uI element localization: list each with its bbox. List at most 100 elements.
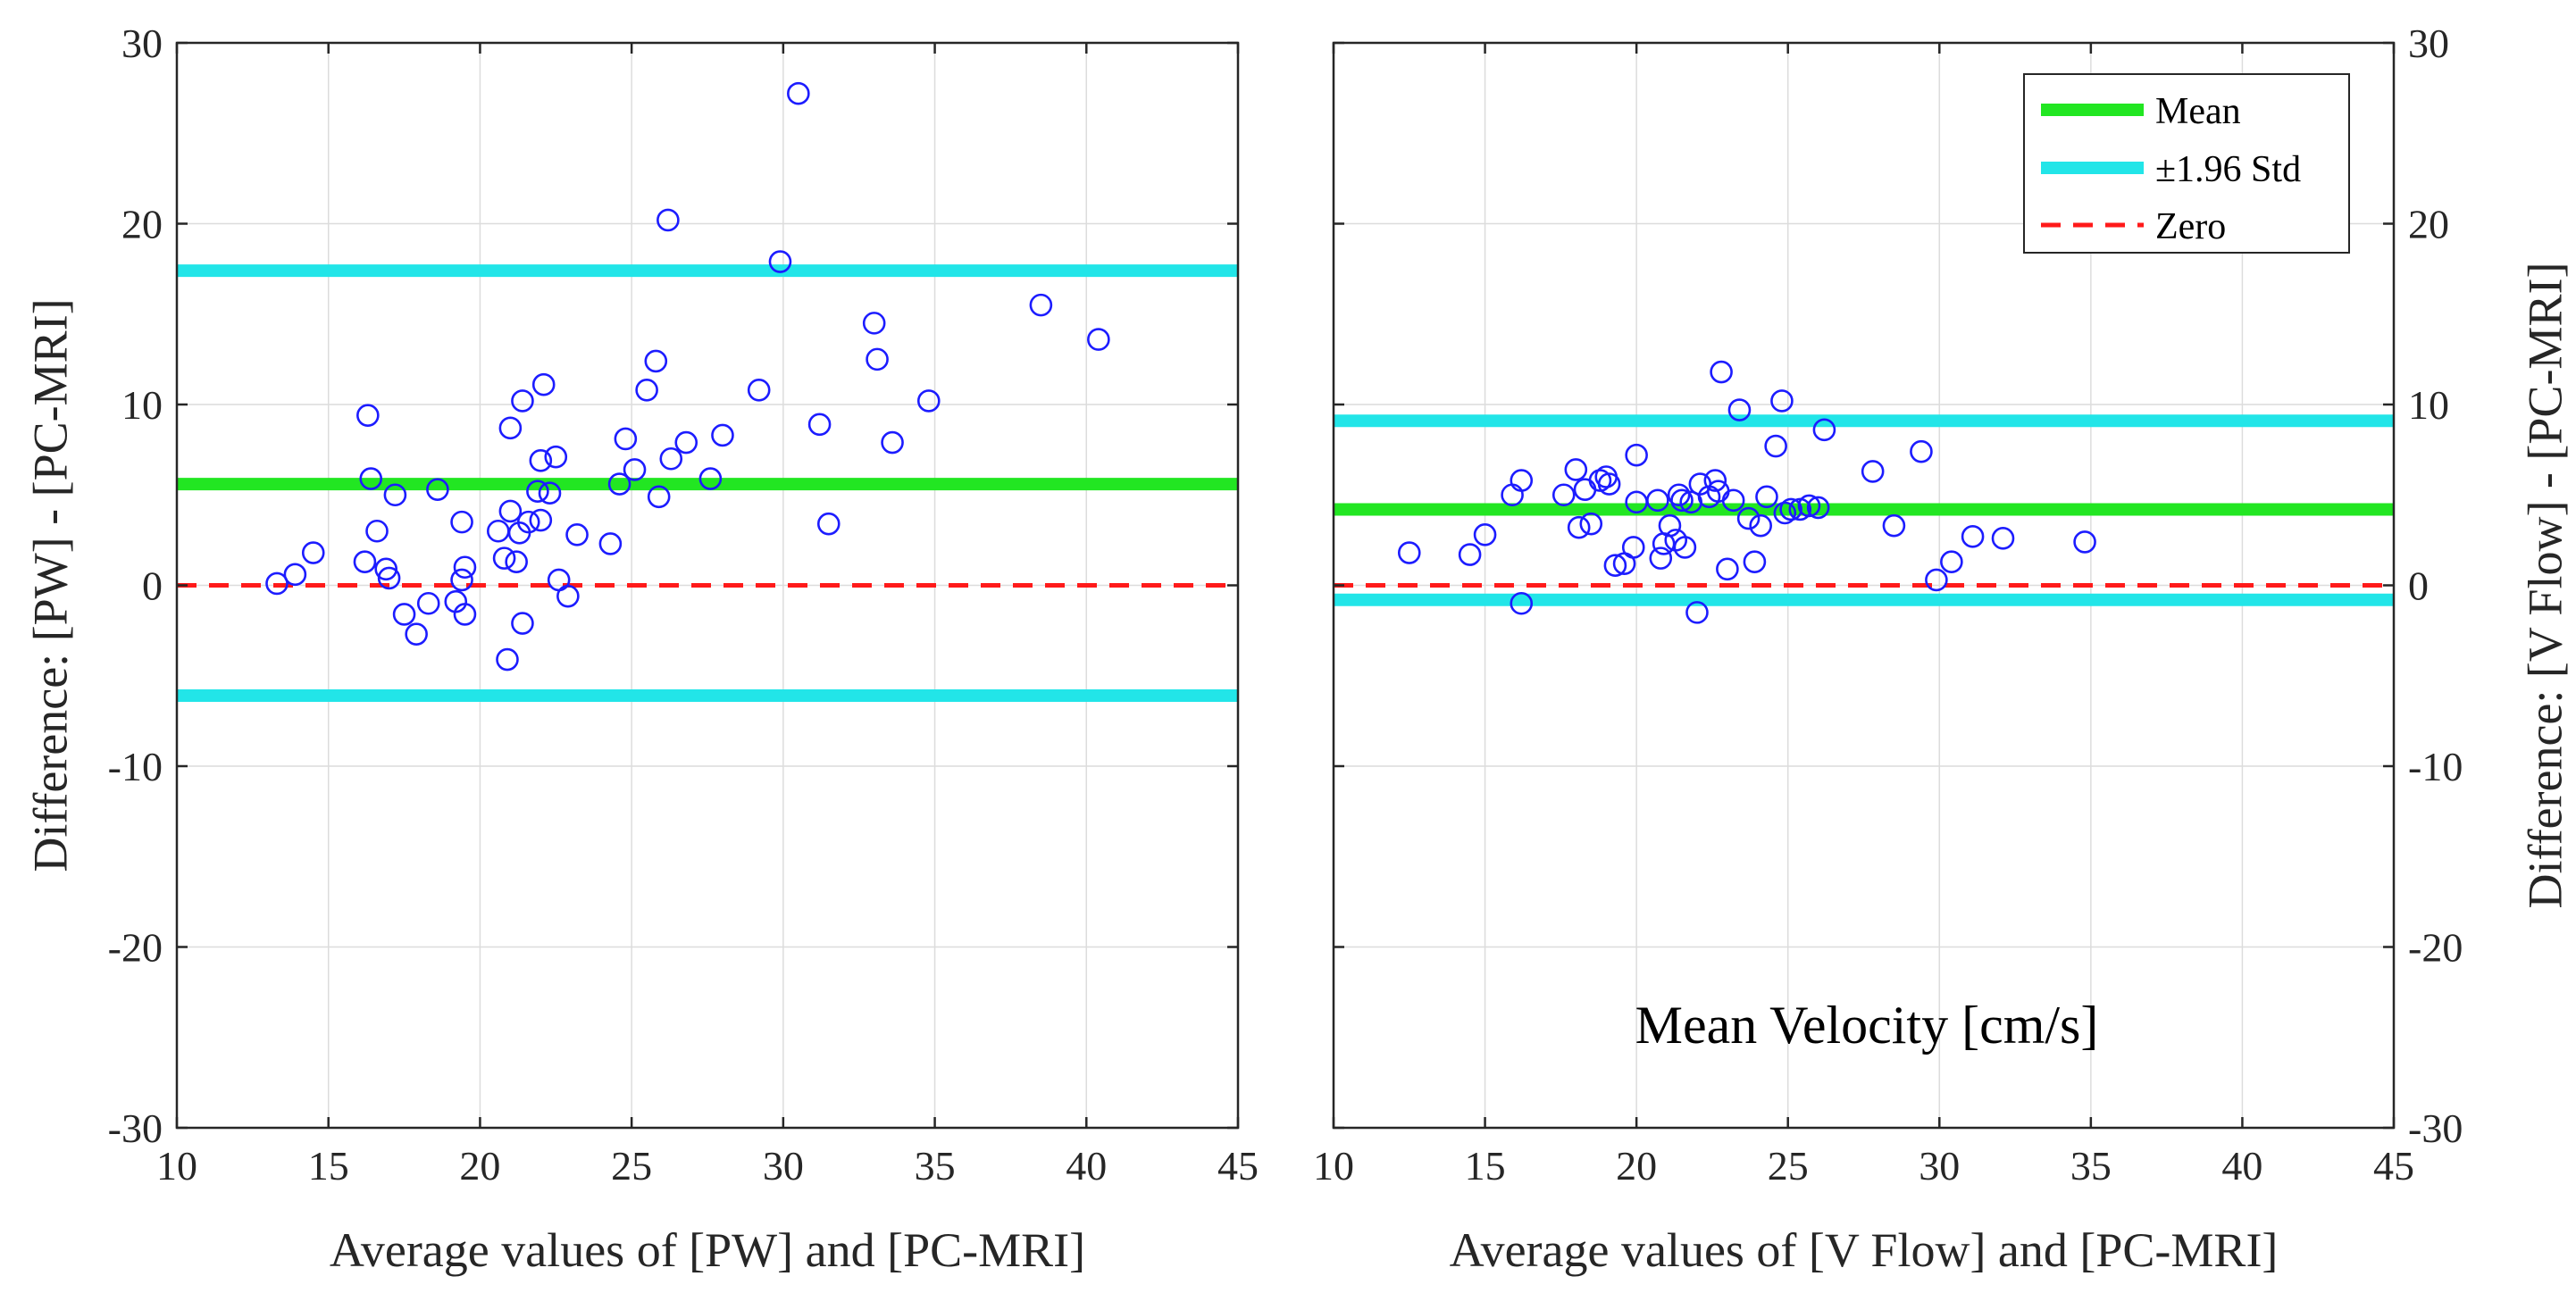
data-point [301,541,325,564]
data-point [383,483,407,507]
data-point [1755,485,1778,509]
x-tick-label: 10 [1313,1143,1354,1189]
data-point [1861,460,1885,483]
y-tick-label: 20 [2408,202,2449,247]
data-point [1510,591,1534,615]
data-point [498,416,523,440]
data-point [516,510,540,534]
y-tick-label: 0 [2408,563,2429,609]
data-point [1658,513,1682,538]
data-point [416,591,440,615]
data-point [698,467,723,490]
data-point [1716,557,1739,581]
data-point [1567,515,1591,539]
data-point [644,349,668,373]
data-point [505,550,528,573]
y-tick-label: -30 [2408,1105,2463,1151]
data-point [1667,483,1691,507]
y-axis-label: Difference: [PW] - [PC-MRI] [23,298,77,872]
data-point [1812,418,1836,442]
x-axis-label: Average values of [V Flow] and [PC-MRI] [1450,1223,2279,1277]
y-axis-label: Difference: [V Flow] - [PC-MRI] [2518,263,2572,909]
data-point [1925,568,1948,592]
data-point [1685,601,1709,624]
data-point [453,555,477,580]
data-point [1579,512,1603,536]
data-point [1940,550,1963,573]
data-point [1673,536,1697,559]
data-point [359,467,383,490]
data-point [1473,522,1497,546]
data-point [511,612,534,635]
y-tick-label: 30 [121,21,163,66]
data-point [1551,483,1576,507]
data-point [1564,458,1588,481]
x-tick-label: 25 [1768,1143,1809,1189]
data-point [426,478,449,501]
chart-annotation: Mean Velocity [cm/s] [1635,996,2099,1055]
data-point [1736,506,1761,530]
data-point [657,208,680,232]
data-point [1721,488,1745,513]
data-point [453,603,477,626]
y-tick-label: -10 [2408,744,2463,789]
data-point [405,622,428,646]
data-point [1727,398,1752,421]
y-tick-label: -30 [108,1105,163,1151]
data-point [377,566,401,590]
data-point [496,647,519,672]
data-point [1703,469,1727,492]
x-tick-label: 30 [1919,1143,1960,1189]
y-tick-label: 30 [2408,21,2449,66]
data-point [916,389,941,413]
data-point [1779,497,1802,521]
x-tick-label: 20 [1616,1143,1657,1189]
data-point [674,430,698,455]
y-tick-label: 10 [2408,382,2449,428]
data-point [647,485,671,509]
right-plot: 10 15 20 25 30 35 40 45-30 -20 -10 0 10 20 30 Average … [1313,21,2572,1277]
data-point [623,458,647,481]
data-point [1991,527,2015,550]
x-tick-label: 20 [459,1143,500,1189]
y-tick-label: 0 [142,563,163,609]
data-point [283,563,307,587]
x-tick-label: 40 [2221,1143,2262,1189]
data-point [265,571,289,596]
x-tick-label: 30 [763,1143,804,1189]
x-tick-label: 35 [915,1143,956,1189]
data-point [1770,389,1794,413]
x-tick-label: 45 [2373,1143,2414,1189]
data-point [1397,541,1421,564]
data-point [565,522,589,546]
data-point [1764,434,1787,458]
data-point [374,557,398,581]
data-point [511,389,534,413]
data-point [1910,439,1933,463]
data-point [529,508,553,532]
data-point [1670,488,1694,513]
data-point [614,427,638,451]
data-point [1773,501,1797,525]
data-point [365,519,389,543]
legend-std-label: ±1.96 Std [2155,149,2301,190]
x-tick-label: 40 [1066,1143,1107,1189]
x-tick-label: 25 [611,1143,652,1189]
data-point [1603,554,1627,578]
y-tick-label: 20 [121,202,163,247]
data-point [866,347,889,371]
data-point [498,499,523,523]
data-point [1882,513,1906,538]
data-point [1961,525,1985,548]
data-point [1087,328,1110,351]
data-point [787,81,810,105]
data-point [531,372,556,396]
data-point [538,481,562,505]
data-point [353,550,377,573]
data-point [768,250,792,273]
x-tick-label: 10 [156,1143,197,1189]
data-point [881,430,904,455]
data-point [1597,472,1621,496]
data-point [450,568,473,592]
